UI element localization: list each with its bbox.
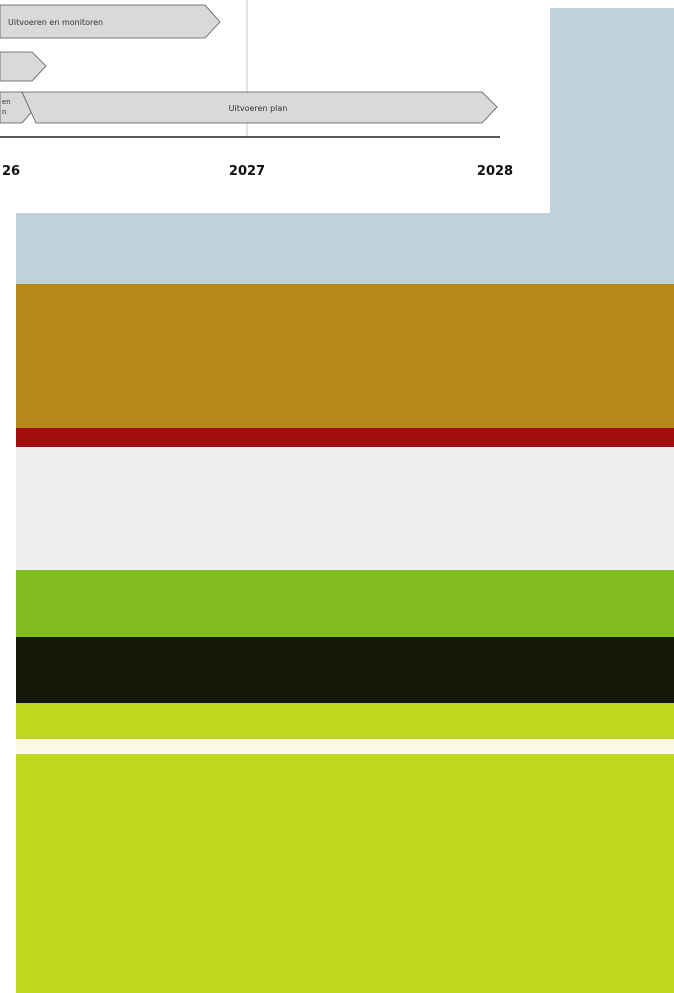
timeline-arrow-3-label-line1: en	[2, 98, 11, 106]
timeline-arrow-4-label: Uitvoeren plan	[229, 104, 288, 113]
red-band	[16, 428, 674, 447]
timeline-arrow-4	[21, 91, 498, 124]
timeline-chart: Uitvoeren en monitoren en n Uitvoeren pl…	[0, 0, 513, 179]
cream-band	[16, 739, 674, 754]
lime-band-large	[16, 754, 674, 993]
timeline-arrow-1	[0, 4, 221, 39]
timeline-arrow-2	[0, 51, 47, 82]
ochre-band	[16, 284, 674, 428]
year-label-2028: 2028	[477, 164, 513, 179]
timeline-panel: Uitvoeren en monitoren en n Uitvoeren pl…	[0, 0, 550, 213]
offwhite-band	[16, 447, 674, 570]
timeline-arrow-1-label: Uitvoeren en monitoren	[8, 18, 103, 27]
lime-band	[16, 703, 674, 739]
year-label-2026: 26	[2, 164, 20, 179]
green-band	[16, 570, 674, 637]
year-label-2027: 2027	[229, 164, 265, 179]
timeline-arrow-3-label-line2: n	[2, 108, 6, 116]
black-band	[16, 637, 674, 703]
